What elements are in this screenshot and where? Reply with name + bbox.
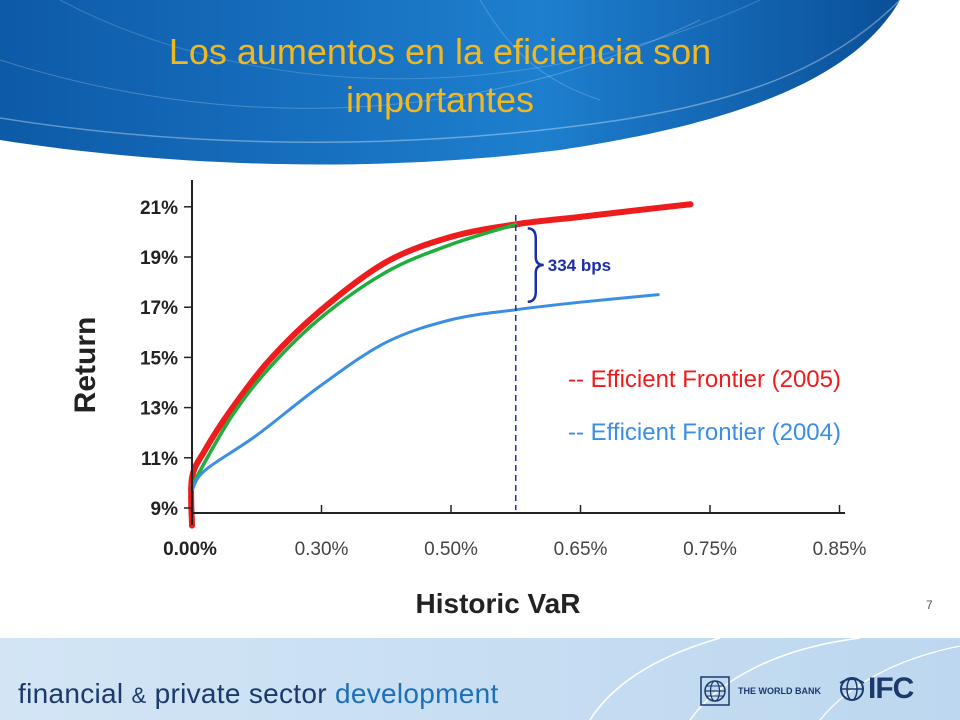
footer-tagline: financial & private sector development [18, 678, 499, 710]
footer-band [0, 638, 960, 720]
efficient-frontier-chart: 9% 11% 13% 15% 17% 19% 21% 0.00% 0.30% 0.50% 0.65… [69, 180, 867, 619]
x-tick-label: 0.50% [424, 539, 478, 560]
world-bank-logo: THE WORLD BANK [700, 676, 821, 706]
y-tick-label: 11% [141, 449, 178, 470]
x-tick-label: 0.30% [295, 539, 349, 560]
footer-word-financial: financial [18, 678, 124, 709]
header-banner [0, 0, 901, 165]
series-line-overlay [190, 222, 518, 488]
globe-icon [700, 676, 730, 706]
slide-title-line2: importantes [345, 79, 535, 120]
slide-number: 7 [926, 598, 933, 612]
y-tick-label: 21% [140, 198, 178, 219]
footer: financial & private sector development T… [0, 638, 960, 720]
series-line-2005 [188, 201, 694, 529]
slide-title-line1: Los aumentos en la eficiencia son [168, 31, 712, 72]
x-axis-title: Historic VaR [416, 588, 581, 619]
world-bank-wordmark: THE WORLD BANK [738, 686, 821, 696]
x-ticks: 0.00% 0.30% 0.50% 0.65% 0.75% 0.85% [163, 505, 867, 560]
y-axis-title: Return [69, 317, 102, 414]
x-tick-label: 0.85% [813, 539, 867, 560]
x-tick-label: 0.65% [554, 539, 608, 560]
y-tick-label: 19% [140, 248, 178, 269]
ifc-logo: IFC [838, 672, 914, 706]
slide-title: Los aumentos en la eficiencia son import… [60, 28, 820, 124]
y-tick-label: 17% [140, 298, 178, 319]
ifc-wordmark: IFC [868, 672, 914, 705]
plot-area [188, 201, 694, 529]
footer-word-private-sector: private sector [154, 678, 327, 709]
series-line-2004 [190, 293, 660, 492]
y-tick-label: 9% [151, 499, 179, 520]
y-ticks: 9% 11% 13% 15% 17% 19% 21% [140, 198, 192, 520]
annotation-brace [527, 227, 544, 303]
footer-ampersand: & [131, 683, 147, 708]
globe-emblem-icon [839, 677, 865, 701]
y-tick-label: 15% [140, 348, 178, 369]
legend-entry-2005: -- Efficient Frontier (2005) [568, 366, 841, 393]
x-tick-label: 0.00% [163, 539, 217, 560]
x-tick-label: 0.75% [683, 539, 737, 560]
y-tick-label: 13% [140, 399, 178, 420]
annotation-label: 334 bps [548, 256, 611, 275]
legend-entry-2004: -- Efficient Frontier (2004) [568, 419, 841, 446]
footer-word-development: development [334, 678, 499, 709]
